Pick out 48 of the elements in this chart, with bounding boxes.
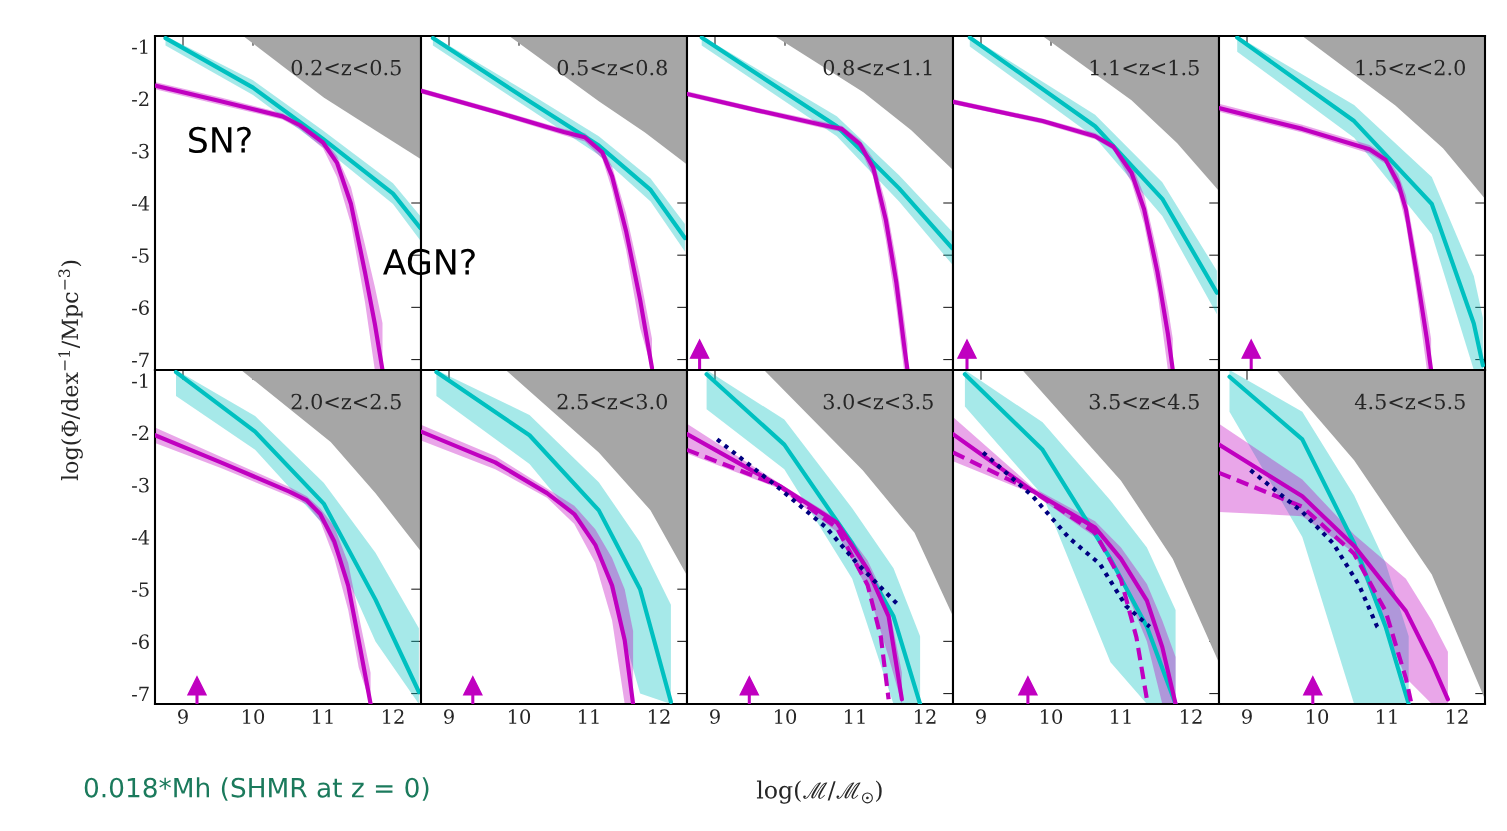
x-tick-label: 12 [383,709,404,724]
x-tick-label: 9 [444,709,454,724]
y-tick-label: -5 [132,248,149,263]
text: 3.5<z<4.5 [1089,393,1199,410]
text: 4.5<z<5.5 [1354,393,1465,410]
x-tick-label: 11 [845,709,865,724]
x-tick-label: 10 [1307,709,1329,724]
y-tick-label: -7 [132,686,149,701]
x-tick-label: 9 [1242,709,1252,724]
y-tick-label: -4 [132,195,150,211]
x-tick-label: 9 [976,709,986,724]
y-tick-label: -6 [132,300,149,316]
x-tick-label: 11 [1111,709,1131,724]
x-tick-label: 12 [649,709,670,724]
y-tick-label: -7 [132,352,149,367]
text: 2.0<z<2.5 [291,393,401,410]
y-tick-label: -3 [132,477,149,493]
text: 1.1<z<1.5 [1090,59,1199,76]
text: 0.018*Mh (SHMR at z = 0) [84,777,429,801]
x-tick-label: 10 [775,709,797,724]
x-tick-label: 11 [313,709,333,724]
x-tick-label: 12 [1181,709,1202,724]
x-tick-label: 9 [710,709,720,724]
x-tick-label: 11 [579,709,599,724]
x-tick-label: 9 [178,709,188,724]
annotation: SN? [189,126,251,154]
text: 3.0<z<3.5 [823,393,933,410]
y-tick-label: -3 [132,143,149,159]
y-axis-title: log(Φ/dex$^{−1}$/Mpc$^{−3}$) [58,260,83,481]
x-tick-label: 12 [915,709,936,724]
y-tick-label: -6 [132,634,149,650]
y-tick-label: -4 [132,529,150,545]
text: 0.8<z<1.1 [823,59,932,76]
x-axis-title: log(ℳ/ℳ$_{☉}$) [756,780,882,804]
x-tick-label: 10 [243,709,265,724]
y-tick-label: -1 [132,39,148,54]
y-tick-label: -2 [132,425,149,441]
y-tick-label: -5 [132,582,149,597]
x-tick-label: 10 [509,709,531,724]
x-tick-label: 12 [1447,709,1468,724]
x-tick-label: 11 [1377,709,1397,724]
text: 2.5<z<3.0 [557,393,667,410]
x-tick-label: 10 [1041,709,1063,724]
text: 1.5<z<2.0 [1356,59,1465,76]
y-tick-label: -1 [132,373,148,388]
text: 0.2<z<0.5 [291,59,401,76]
text: 0.5<z<0.8 [557,59,667,76]
y-tick-label: -2 [132,91,149,107]
